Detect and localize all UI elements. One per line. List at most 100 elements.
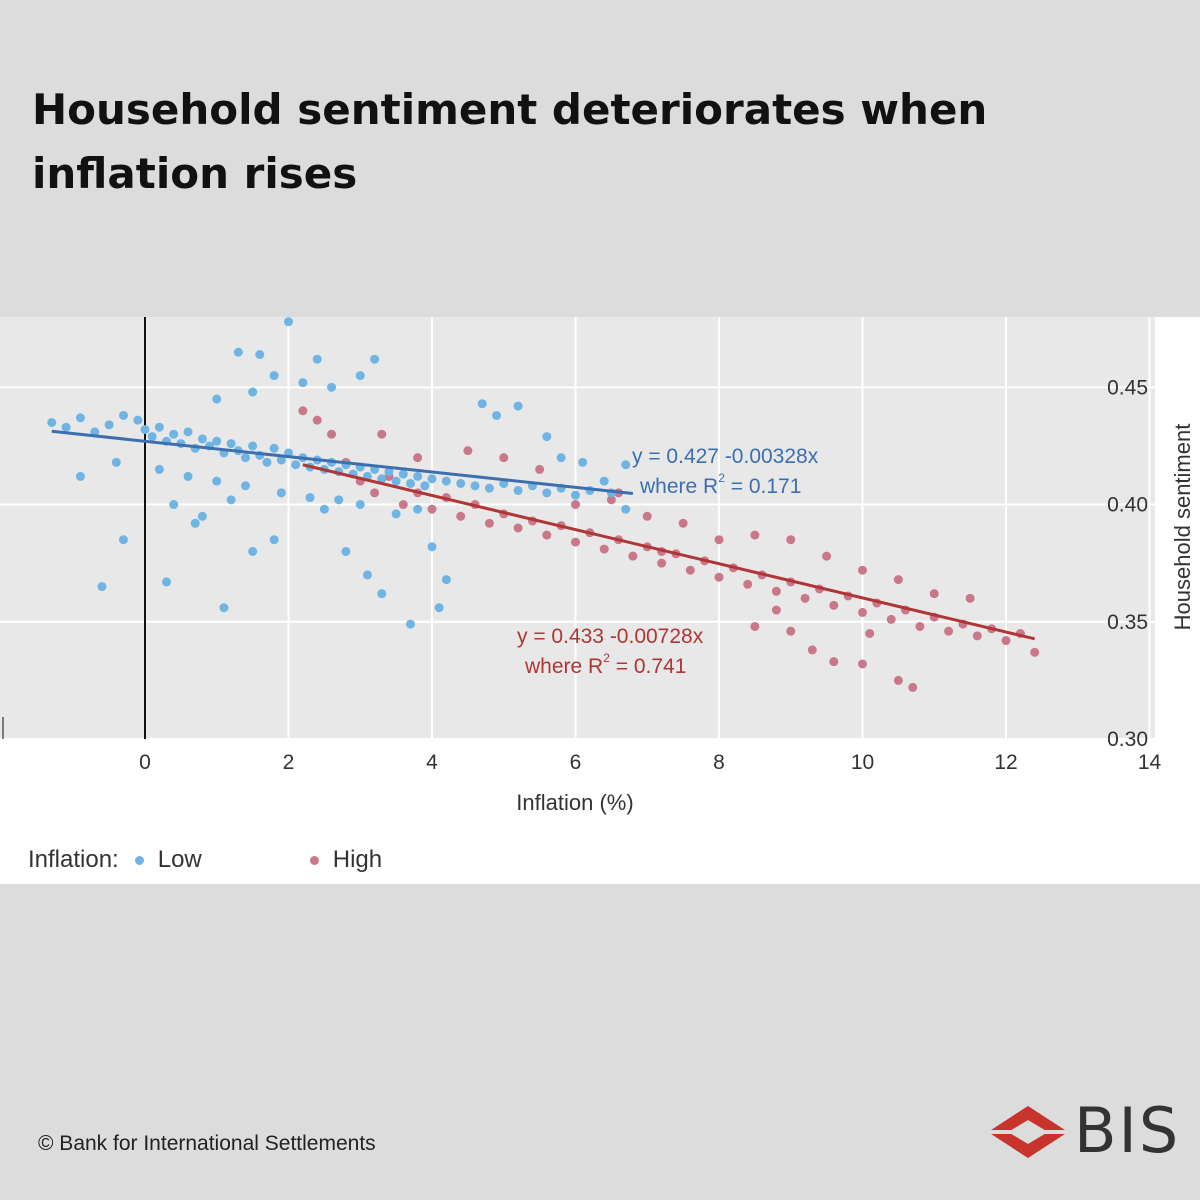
high-point [750,621,760,631]
legend-low-marker [134,855,144,865]
x-tick-label: 12 [994,751,1017,774]
low-point [291,460,301,470]
low-point [183,427,193,437]
low-point [434,603,444,613]
high-point [908,682,918,692]
high-point [628,551,638,561]
low-point [477,399,487,409]
data-points [47,317,1040,692]
high-point [858,659,867,669]
low-point [133,415,143,425]
low-point [233,347,243,357]
x-tick-label: 8 [713,751,725,774]
low-equation: y = 0.427 -0.00328x where R2 = 0.171 [632,445,819,498]
chart-panel: 0 2 4 6 8 10 12 14 0.30 0.35 0.40 0.45 Inflation (%… [0,317,1200,884]
high-point [858,565,867,575]
low-point [420,481,430,491]
low-point [269,535,279,545]
low-point [513,485,523,495]
y-tick-label: 0.35 [1107,611,1148,634]
low-point [470,481,480,491]
x-tick-label: 6 [570,751,582,774]
low-point [240,481,250,491]
high-point [427,504,437,514]
low-point [111,457,121,467]
high-point [893,575,903,585]
high-point [915,621,925,631]
high-equation: y = 0.433 -0.00728x where R2 = 0.741 [517,625,704,678]
high-point [606,495,616,505]
high-point [463,446,473,456]
low-point [212,394,222,404]
high-point [750,530,760,540]
high-point [685,565,695,575]
high-point [642,511,652,521]
high-point [893,675,903,685]
low-point [327,382,337,392]
low-point [441,575,451,585]
high-point [786,535,796,545]
low-point [362,570,372,580]
low-point [154,464,164,474]
x-axis-label: Inflation (%) [516,790,633,815]
bis-logo-text: BIS [1074,1094,1181,1167]
high-point [965,593,975,603]
high-point [513,523,523,533]
low-point [162,577,172,587]
low-point [571,490,580,500]
low-point [197,511,207,521]
low-point [75,413,85,423]
high-fit-line [302,463,1036,641]
high-point [377,429,387,439]
high-point [714,535,724,545]
low-point [183,471,193,481]
low-point [248,387,258,397]
low-point [305,493,315,503]
low-point [298,378,308,388]
low-point [312,354,322,364]
low-point [578,457,588,467]
copyright-notice: © Bank for International Settlements [38,1132,376,1155]
high-point [786,626,796,636]
low-point [248,546,258,556]
low-point [147,432,157,442]
low-point [413,504,423,514]
low-point [269,371,279,381]
low-point [212,476,222,486]
high-point [327,429,337,439]
low-point [542,432,552,442]
legend-high-label: High [332,846,383,873]
low-point [219,603,229,613]
x-tick-label: 0 [139,751,151,774]
high-point [535,464,545,474]
low-point [621,460,631,470]
high-point [807,645,817,655]
low-point [118,410,128,420]
legend: Inflation: Low High [28,842,382,878]
low-point [391,476,401,486]
low-point [556,453,566,463]
chart-title: Household sentiment deteriorates when in… [32,85,988,198]
high-point [743,579,753,589]
high-point [858,607,867,617]
high-equation-line2: where R2 = 0.741 [524,651,686,678]
low-point [276,488,286,498]
low-point [61,422,71,432]
low-point [269,443,279,453]
high-point [542,530,552,540]
high-point [972,631,982,641]
high-point [771,586,781,596]
low-point [75,471,85,481]
low-point [398,469,408,479]
low-point [118,535,128,545]
low-point [441,476,451,486]
low-point [240,453,250,463]
high-point [456,511,466,521]
bis-logo-icon [988,1106,1068,1158]
low-point [169,429,179,439]
low-point [377,474,387,484]
high-point [678,518,688,528]
low-point [226,439,236,449]
high-point [370,488,380,498]
high-point [1030,647,1040,657]
